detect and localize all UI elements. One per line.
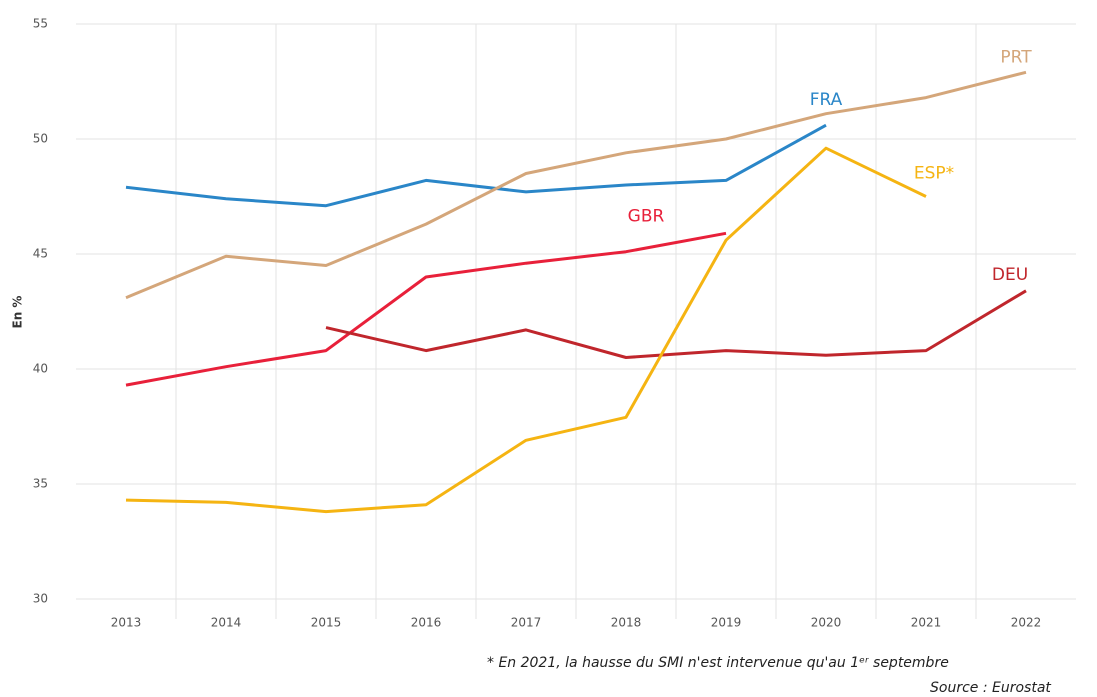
x-tick-label: 2019 bbox=[711, 616, 742, 630]
series-label: DEU bbox=[992, 265, 1028, 285]
x-tick-label: 2014 bbox=[211, 616, 242, 630]
series-line bbox=[325, 289, 1027, 359]
x-tick-label: 2018 bbox=[611, 616, 642, 630]
y-tick-label: 50 bbox=[33, 132, 48, 146]
series-line bbox=[125, 146, 927, 514]
series-label: FRA bbox=[810, 90, 843, 110]
x-tick-label: 2016 bbox=[411, 616, 442, 630]
y-axis-label: En % bbox=[11, 296, 25, 329]
series-line bbox=[125, 231, 727, 387]
x-tick-label: 2017 bbox=[511, 616, 542, 630]
x-tick-label: 2015 bbox=[311, 616, 342, 630]
source: Source : Eurostat bbox=[930, 680, 1051, 696]
series-label: GBR bbox=[628, 206, 665, 226]
x-tick-label: 2022 bbox=[1011, 616, 1042, 630]
y-tick-label: 40 bbox=[33, 362, 48, 376]
series-label: PRT bbox=[1000, 47, 1032, 67]
y-tick-label: 35 bbox=[33, 477, 48, 491]
y-tick-label: 30 bbox=[33, 592, 48, 606]
y-tick-label: 45 bbox=[33, 247, 48, 261]
series-line bbox=[125, 70, 1027, 300]
y-tick-label: 55 bbox=[33, 17, 48, 31]
series-line bbox=[125, 123, 827, 208]
x-tick-label: 2013 bbox=[111, 616, 142, 630]
x-tick-label: 2021 bbox=[911, 616, 942, 630]
x-tick-label: 2020 bbox=[811, 616, 842, 630]
footnote: * En 2021, la hausse du SMI n'est interv… bbox=[487, 655, 949, 671]
series-label: ESP* bbox=[914, 164, 954, 184]
